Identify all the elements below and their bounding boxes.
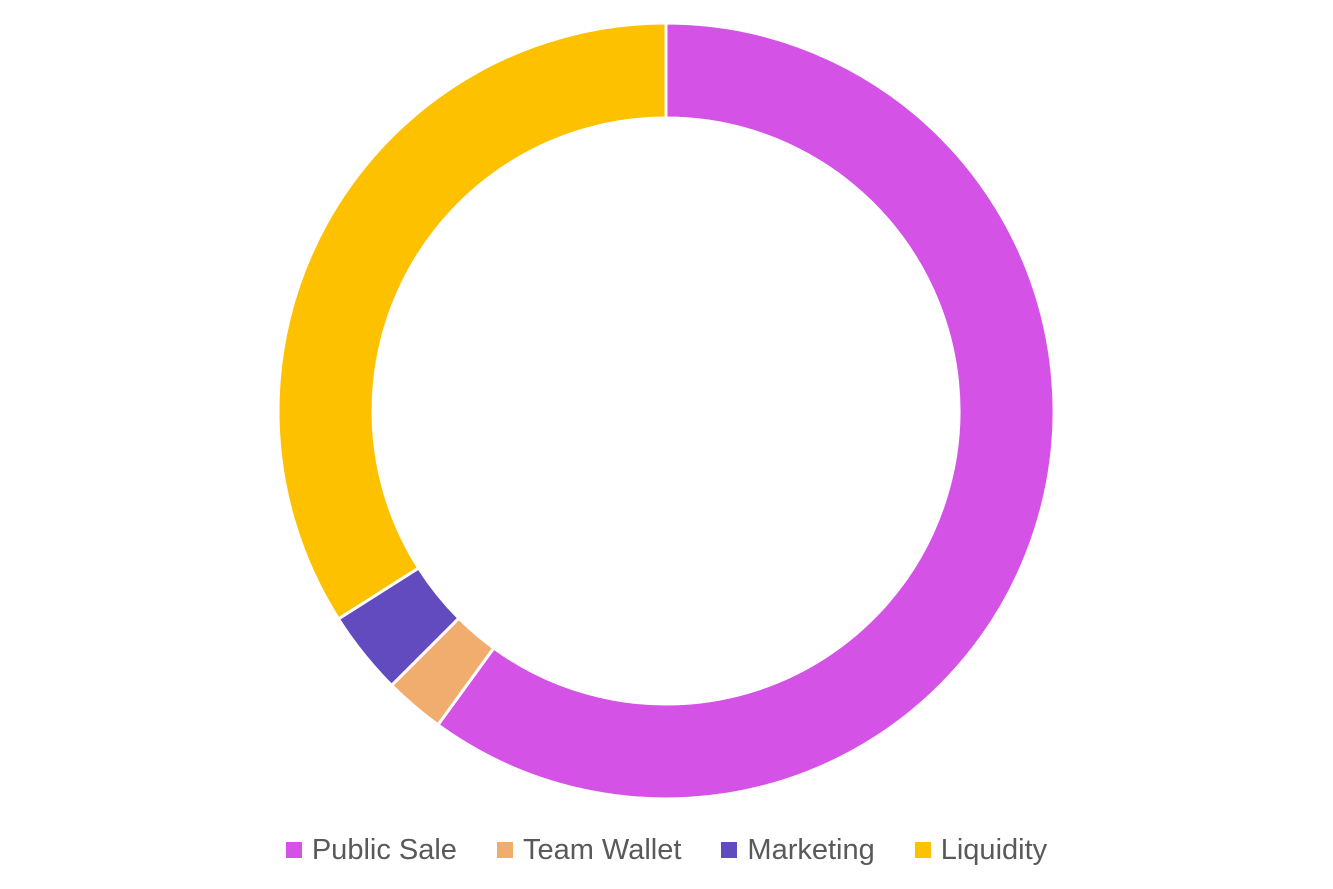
legend-item-marketing: Marketing bbox=[721, 833, 875, 867]
legend-item-public-sale: Public Sale bbox=[285, 833, 457, 867]
chart-legend: Public Sale Team Wallet Marketing Liquid… bbox=[0, 828, 1333, 872]
legend-label: Team Wallet bbox=[522, 833, 682, 866]
legend-swatch bbox=[285, 842, 302, 858]
legend-label: Marketing bbox=[747, 833, 875, 866]
legend-swatch bbox=[721, 842, 738, 858]
donut-slice-liquidity bbox=[276, 21, 668, 621]
legend-label: Liquidity bbox=[940, 833, 1048, 866]
donut-slice-public-sale bbox=[435, 21, 1056, 801]
legend-item-liquidity: Liquidity bbox=[914, 833, 1048, 867]
legend-item-team-wallet: Team Wallet bbox=[496, 833, 682, 867]
legend-label: Public Sale bbox=[311, 833, 457, 866]
legend-swatch bbox=[914, 842, 931, 858]
legend-swatch bbox=[496, 842, 513, 858]
donut-slices bbox=[276, 21, 1056, 801]
donut-chart bbox=[276, 21, 1056, 801]
